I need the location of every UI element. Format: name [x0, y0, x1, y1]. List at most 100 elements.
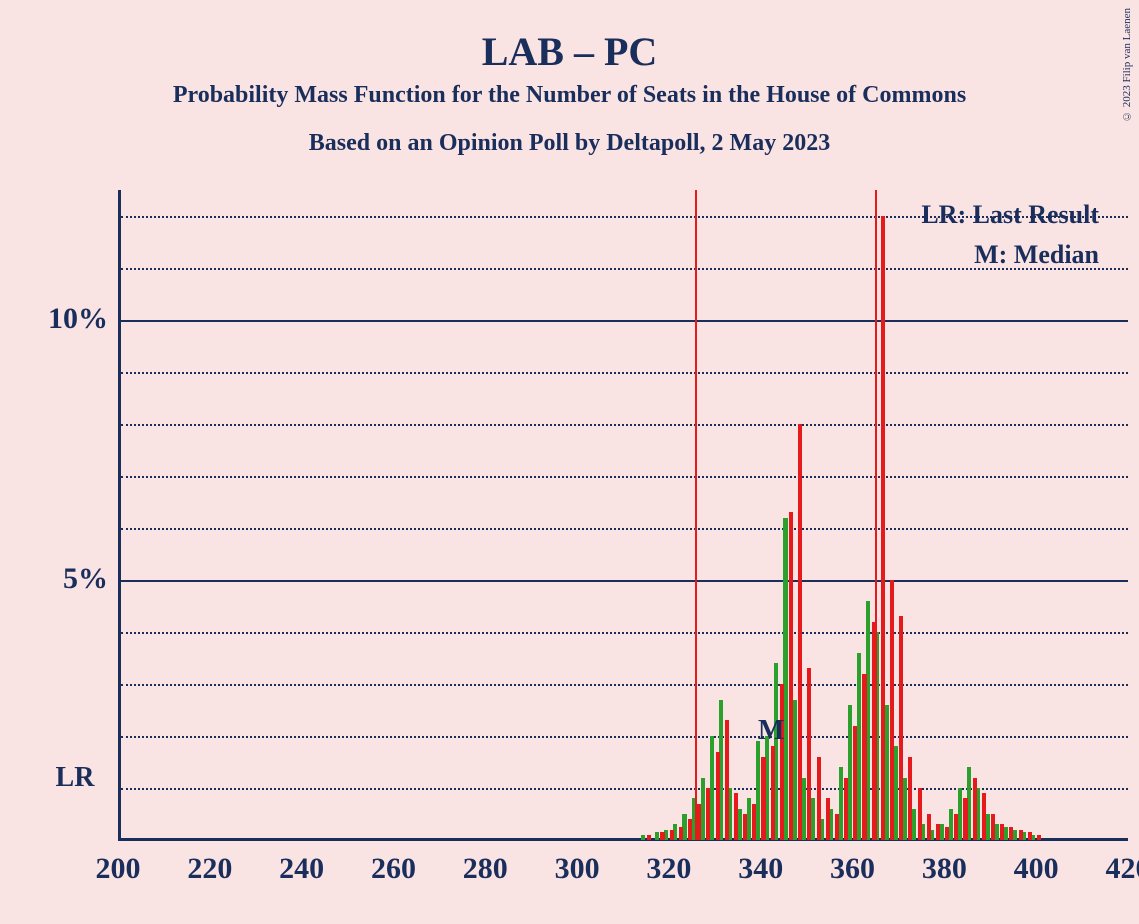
bar-secondary: [802, 778, 806, 840]
x-tick-label: 260: [371, 852, 416, 886]
bar-primary: [716, 752, 720, 840]
bar-primary: [853, 726, 857, 840]
bar-secondary: [710, 736, 714, 840]
bar-primary: [844, 778, 848, 840]
x-tick-label: 400: [1014, 852, 1059, 886]
bar-secondary: [940, 824, 944, 840]
bar-primary: [826, 798, 830, 840]
bar-primary: [918, 788, 922, 840]
bar-secondary: [976, 788, 980, 840]
bar-secondary: [728, 788, 732, 840]
bar-primary: [697, 804, 701, 840]
bar-secondary: [884, 705, 888, 840]
bar-secondary: [995, 824, 999, 840]
bar-primary: [862, 674, 866, 840]
y-tick-label: 5%: [63, 562, 108, 596]
bar-secondary: [839, 767, 843, 840]
x-tick-label: 420: [1106, 852, 1139, 886]
bar-secondary: [930, 830, 934, 840]
x-tick-label: 220: [187, 852, 232, 886]
marker-label-lr: LR: [56, 762, 95, 794]
x-tick-label: 300: [555, 852, 600, 886]
bar-secondary: [655, 832, 659, 840]
bar-secondary: [641, 835, 645, 840]
bar-primary: [725, 720, 729, 840]
bar-primary: [798, 424, 802, 840]
x-tick-label: 280: [463, 852, 508, 886]
bar-primary: [817, 757, 821, 840]
x-tick-label: 240: [279, 852, 324, 886]
bar-primary: [706, 788, 710, 840]
copyright-text: © 2023 Filip van Laenen: [1121, 8, 1133, 122]
bar-secondary: [985, 814, 989, 840]
bar-primary: [927, 814, 931, 840]
marker-line-m: [875, 190, 877, 840]
legend-m: M: Median: [921, 240, 1099, 270]
bar-primary: [761, 757, 765, 840]
bar-primary: [963, 798, 967, 840]
bar-secondary: [829, 809, 833, 840]
chart-subtitle-2: Based on an Opinion Poll by Deltapoll, 2…: [0, 130, 1139, 157]
bar-primary: [660, 832, 664, 840]
bar-primary: [954, 814, 958, 840]
bar-primary: [743, 814, 747, 840]
x-tick-label: 380: [922, 852, 967, 886]
bar-secondary: [1022, 832, 1026, 840]
bar-secondary: [664, 830, 668, 840]
bar-secondary: [894, 746, 898, 840]
x-tick-label: 360: [830, 852, 875, 886]
bar-primary: [899, 616, 903, 840]
chart-subtitle-1: Probability Mass Function for the Number…: [0, 82, 1139, 109]
bar-secondary: [719, 700, 723, 840]
bar-secondary: [783, 518, 787, 840]
bar-primary: [835, 814, 839, 840]
bar-primary: [991, 814, 995, 840]
bar-primary: [945, 827, 949, 840]
bar-secondary: [793, 700, 797, 840]
bar-secondary: [1031, 835, 1035, 840]
bar-primary: [890, 580, 894, 840]
bar-secondary: [866, 601, 870, 840]
bar-secondary: [921, 824, 925, 840]
bar-secondary: [912, 809, 916, 840]
bar-primary: [771, 746, 775, 840]
bar-secondary: [1013, 830, 1017, 840]
bar-secondary: [738, 809, 742, 840]
bar-secondary: [811, 798, 815, 840]
x-tick-label: 320: [646, 852, 691, 886]
bar-secondary: [949, 809, 953, 840]
bars-container: [118, 190, 1128, 840]
bar-secondary: [701, 778, 705, 840]
bar-primary: [1037, 835, 1041, 840]
bar-primary: [752, 804, 756, 840]
bar-secondary: [903, 778, 907, 840]
bar-secondary: [673, 824, 677, 840]
bar-secondary: [848, 705, 852, 840]
chart-plot-area: [118, 190, 1128, 840]
bar-secondary: [774, 663, 778, 840]
bar-secondary: [967, 767, 971, 840]
bar-secondary: [857, 653, 861, 840]
chart-title: LAB – PC: [0, 28, 1139, 75]
bar-primary: [688, 819, 692, 840]
bar-primary: [1019, 830, 1023, 840]
bar-primary: [679, 827, 683, 840]
bar-primary: [780, 684, 784, 840]
marker-label-m: M: [758, 715, 784, 747]
bar-secondary: [747, 798, 751, 840]
bar-primary: [789, 512, 793, 840]
bar-secondary: [765, 736, 769, 840]
bar-primary: [1000, 824, 1004, 840]
bar-primary: [734, 793, 738, 840]
bar-primary: [936, 824, 940, 840]
y-tick-label: 10%: [48, 302, 108, 336]
legend-lr: LR: Last Result: [921, 200, 1099, 230]
marker-line-lr: [695, 190, 697, 840]
bar-secondary: [756, 741, 760, 840]
bar-primary: [982, 793, 986, 840]
bar-primary: [807, 668, 811, 840]
bar-secondary: [1004, 827, 1008, 840]
x-tick-label: 200: [96, 852, 141, 886]
bar-secondary: [958, 788, 962, 840]
bar-primary: [670, 830, 674, 840]
